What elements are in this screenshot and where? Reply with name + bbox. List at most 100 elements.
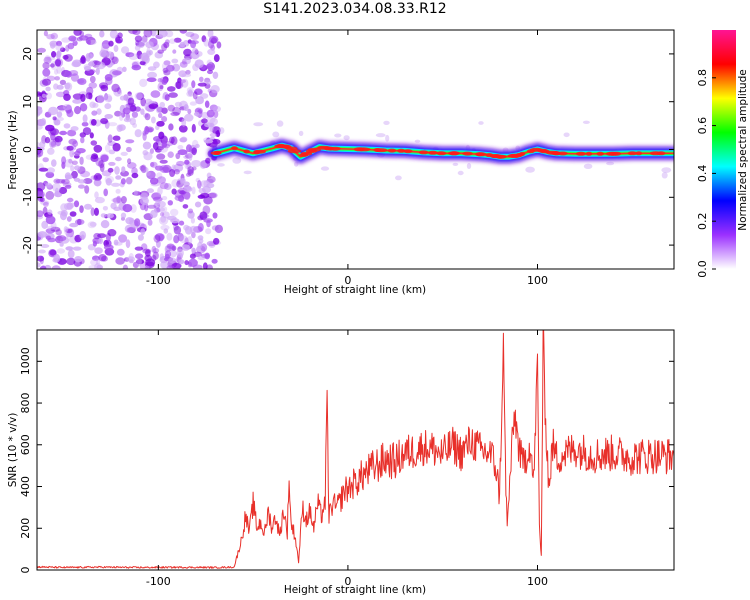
noise-blob <box>160 206 168 213</box>
noise-blob <box>166 243 175 249</box>
noise-blob <box>104 144 111 153</box>
noise-blob <box>173 235 180 244</box>
noise-blob <box>188 258 198 267</box>
noise-blob <box>194 59 204 68</box>
noise-blob <box>125 177 133 185</box>
noise-blob <box>90 140 98 146</box>
signal-hotspot <box>375 148 388 153</box>
noise-blob <box>51 51 57 58</box>
noise-blob <box>134 129 142 138</box>
noise-blob <box>61 156 67 165</box>
noise-blob <box>94 207 99 216</box>
noise-blob <box>253 122 264 127</box>
noise-blob <box>44 55 51 63</box>
noise-blob <box>98 160 105 169</box>
noise-blob <box>74 256 83 263</box>
noise-blob <box>107 167 114 173</box>
noise-blob <box>197 194 206 199</box>
noise-blob <box>129 105 137 112</box>
noise-blob <box>178 125 188 133</box>
noise-blob <box>171 179 180 188</box>
noise-blob <box>71 160 78 166</box>
noise-blob <box>145 258 156 267</box>
noise-blob <box>49 249 57 256</box>
noise-blob <box>157 186 163 196</box>
noise-blob <box>151 245 157 254</box>
noise-blob <box>164 94 170 101</box>
noise-blob <box>45 215 56 225</box>
noise-blob <box>243 170 252 175</box>
noise-blob <box>192 47 199 55</box>
noise-blob <box>69 211 77 217</box>
signal-hotspot <box>387 148 397 153</box>
noise-blob <box>115 257 125 265</box>
noise-blob <box>208 192 218 199</box>
signal-hotspot <box>596 151 604 156</box>
noise-blob <box>166 232 173 241</box>
noise-blob <box>179 61 188 68</box>
noise-blob <box>45 124 55 132</box>
noise-blob <box>276 120 284 127</box>
noise-blob <box>191 80 196 89</box>
noise-blob <box>59 130 68 136</box>
noise-blob <box>155 106 162 114</box>
noise-blob <box>186 87 194 94</box>
noise-blob <box>211 225 219 231</box>
chart-title: S141.2023.034.08.33.R12 <box>263 1 447 17</box>
spectrogram-x-axis: -100 0 100 <box>146 30 548 287</box>
noise-blob <box>63 93 71 102</box>
noise-blob <box>150 162 155 167</box>
noise-blob <box>134 218 141 227</box>
noise-blob <box>113 239 119 246</box>
y-tick-label: -20 <box>21 236 34 254</box>
noise-blob <box>142 55 150 63</box>
noise-blob <box>169 38 176 44</box>
noise-blob <box>40 118 47 126</box>
noise-blob <box>125 52 135 58</box>
noise-blob <box>157 78 163 83</box>
noise-blob <box>150 90 161 98</box>
noise-blob <box>59 79 66 85</box>
noise-blob <box>104 74 113 81</box>
noise-blob <box>194 88 203 95</box>
noise-blob <box>121 166 126 173</box>
noise-blob <box>205 228 212 235</box>
snr-frame <box>36 329 675 571</box>
noise-blob <box>166 265 175 269</box>
noise-blob <box>167 200 173 206</box>
noise-blob <box>37 255 45 262</box>
noise-blob <box>164 250 172 258</box>
noise-blob <box>142 248 152 254</box>
noise-blob <box>140 228 146 236</box>
noise-blob <box>70 73 79 82</box>
noise-blob <box>66 216 72 222</box>
noise-blob <box>44 136 51 144</box>
noise-blob <box>108 40 114 47</box>
noise-blob <box>55 59 62 67</box>
noise-blob <box>47 209 53 215</box>
noise-blob <box>185 172 192 177</box>
noise-blob <box>74 165 81 171</box>
noise-blob <box>38 249 46 254</box>
y-tick-label: 400 <box>19 476 32 497</box>
noise-blob <box>67 129 77 137</box>
noise-blob <box>130 204 137 213</box>
noise-blob <box>112 135 121 141</box>
colorbar: 0.0 0.2 0.4 0.6 0.8 Normalized spectral ampl… <box>696 30 749 278</box>
noise-blob <box>161 62 167 70</box>
noise-blob <box>65 70 72 78</box>
signal-hotspot <box>210 151 222 156</box>
noise-blob <box>114 241 123 246</box>
noise-blob <box>89 221 97 227</box>
noise-blob <box>121 46 130 54</box>
noise-blob <box>661 167 672 174</box>
noise-blob <box>37 47 46 53</box>
y-tick-label: 10 <box>21 95 34 109</box>
noise-blob <box>61 178 70 185</box>
noise-blob <box>161 116 168 123</box>
noise-blob <box>197 255 206 261</box>
noise-blob <box>54 187 59 197</box>
noise-blob <box>152 248 160 254</box>
noise-blob <box>79 205 84 214</box>
noise-blob <box>125 146 132 153</box>
